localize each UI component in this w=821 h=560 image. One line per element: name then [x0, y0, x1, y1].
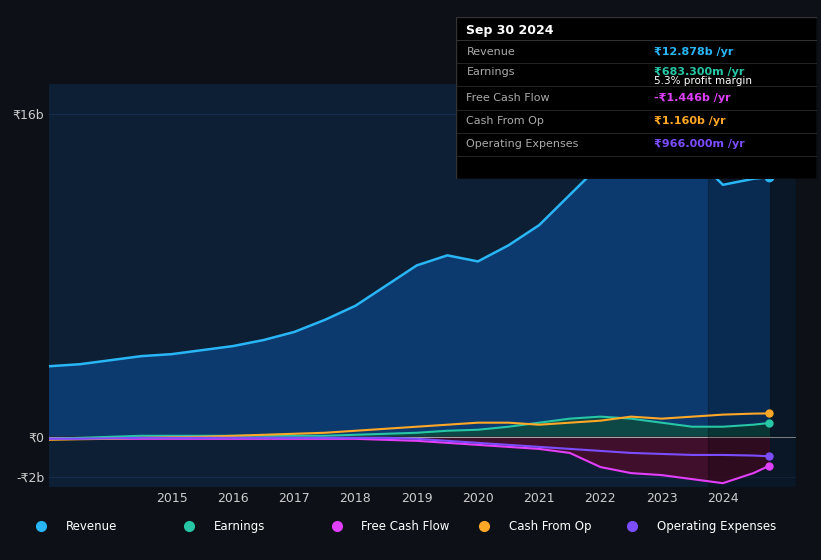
Text: Earnings: Earnings [213, 520, 265, 533]
Text: 5.3% profit margin: 5.3% profit margin [654, 76, 752, 86]
Text: ₹12.878b /yr: ₹12.878b /yr [654, 46, 734, 57]
Text: Free Cash Flow: Free Cash Flow [466, 93, 550, 103]
Text: Sep 30 2024: Sep 30 2024 [466, 24, 554, 37]
Text: ₹1.160b /yr: ₹1.160b /yr [654, 116, 726, 126]
Text: Cash From Op: Cash From Op [509, 520, 591, 533]
Text: ₹966.000m /yr: ₹966.000m /yr [654, 139, 745, 150]
Text: -₹1.446b /yr: -₹1.446b /yr [654, 93, 731, 103]
Bar [708, 84, 796, 487]
Text: Operating Expenses: Operating Expenses [657, 520, 776, 533]
Text: Revenue: Revenue [66, 520, 117, 533]
Text: Revenue: Revenue [466, 46, 516, 57]
Text: Cash From Op: Cash From Op [466, 116, 544, 126]
Text: ₹683.300m /yr: ₹683.300m /yr [654, 68, 745, 77]
Text: Operating Expenses: Operating Expenses [466, 139, 579, 150]
Text: Earnings: Earnings [466, 68, 515, 77]
Text: Free Cash Flow: Free Cash Flow [361, 520, 450, 533]
FancyBboxPatch shape [456, 17, 817, 179]
